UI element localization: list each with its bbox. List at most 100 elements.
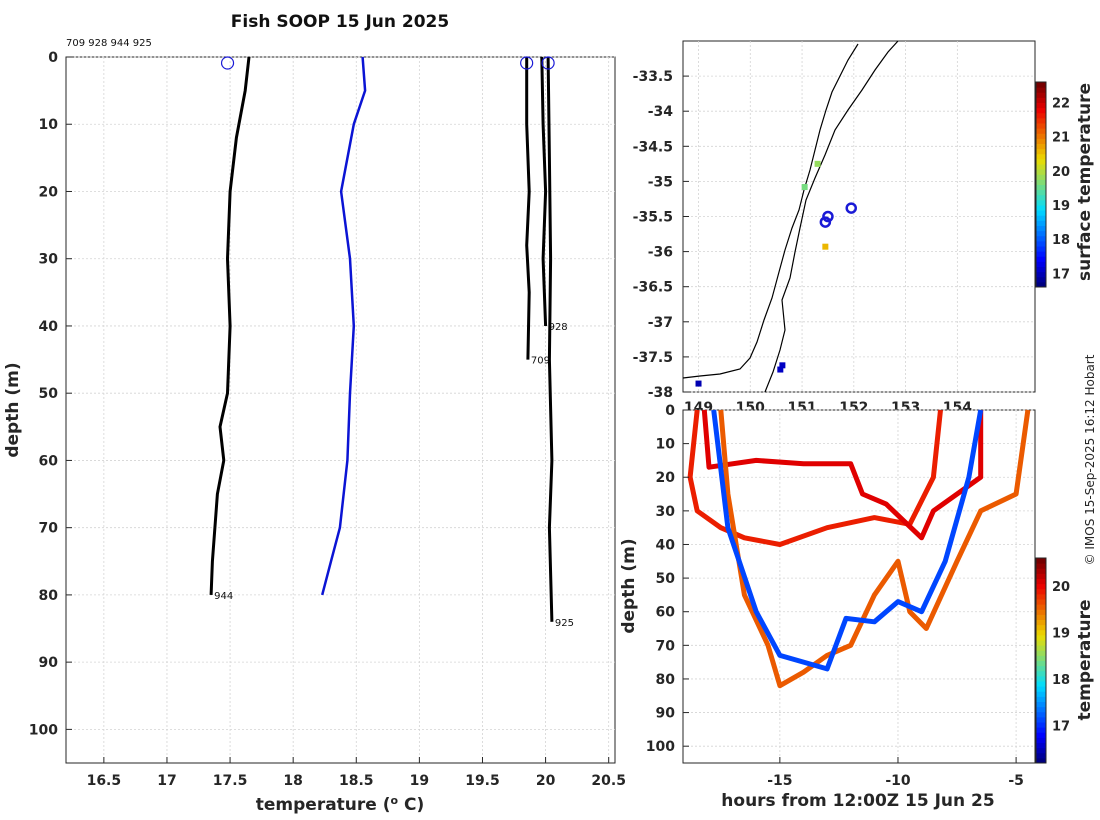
profile-x-tick-label: 20 [536, 773, 556, 789]
profile-line-climatology [320, 56, 367, 596]
depth-time-colorbar-segment [1036, 593, 1046, 600]
map-colorbar-segment [1036, 189, 1046, 196]
depth-time-x-label: hours from 12:00Z 15 Jun 25 [721, 791, 994, 811]
depth-time-colorbar-segment [1036, 558, 1046, 564]
depth-time-y-tick-label: 50 [656, 571, 676, 587]
map-colorbar-tick-label: 21 [1052, 131, 1070, 146]
depth-time-colorbar-segment [1036, 619, 1046, 626]
map-colorbar-segment [1036, 179, 1046, 185]
map-colorbar-segment [1036, 107, 1046, 114]
depth-time-track-d [711, 409, 984, 672]
depth-time-colorbar-segment [1036, 588, 1046, 595]
map-colorbar-segment [1036, 240, 1046, 247]
depth-time-y-tick-label: 20 [656, 470, 676, 486]
map-colorbar-segment [1036, 133, 1046, 139]
depth-time-colorbar-segment [1036, 634, 1046, 641]
map-y-tick-label: -34.5 [633, 139, 673, 155]
map-y-tick-label: -38 [648, 385, 673, 401]
map-y-tick-label: -34 [648, 104, 674, 120]
map-track-point [822, 243, 829, 250]
depth-time-colorbar-segment [1036, 568, 1046, 574]
depth-time-y-tick-label: 100 [646, 739, 675, 755]
depth-time-colorbar-segment [1036, 675, 1046, 682]
map-colorbar-segment [1036, 266, 1046, 273]
depth-time-colorbar-segment [1036, 629, 1046, 636]
depth-time-colorbar-segment [1036, 599, 1046, 605]
profile-x-tick-label: 19.5 [465, 773, 500, 789]
depth-time-colorbar-segment [1036, 573, 1046, 579]
map-colorbar-tick-label: 17 [1052, 267, 1070, 282]
map-track-point [814, 160, 821, 167]
map-colorbar-segment [1036, 220, 1046, 226]
depth-time-colorbar-segment [1036, 686, 1046, 692]
map-colorbar-segment [1036, 256, 1046, 262]
map-colorbar-box [1035, 81, 1047, 288]
map-colorbar-tick-label: 22 [1052, 97, 1070, 112]
credit-text: © IMOS 15-Sep-2025 16:12 Hobart [1083, 354, 1097, 565]
map-colorbar-segment [1036, 194, 1046, 201]
depth-time-y-tick-label: 0 [665, 403, 675, 419]
depth-time-x-tick-label: -5 [1008, 773, 1024, 789]
depth-time-colorbar-box [1035, 557, 1047, 764]
depth-time-colorbar-segment [1036, 609, 1046, 615]
depth-time-y-tick-label: 70 [656, 638, 676, 654]
map-colorbar-label: surface temperature [1075, 83, 1095, 281]
map-colorbar-segment [1036, 251, 1046, 257]
map-colorbar-segment [1036, 123, 1046, 129]
depth-time-colorbar-segment [1036, 722, 1046, 728]
map-colorbar-segment [1036, 246, 1046, 252]
profile-x-tick-label: 16.5 [87, 773, 122, 789]
map-colorbar-segment [1036, 128, 1046, 134]
profile-label-928: 928 [549, 322, 568, 333]
depth-time-colorbar-segment [1036, 737, 1046, 743]
map-track-point [777, 366, 784, 373]
depth-time-colorbar-segment [1036, 716, 1046, 723]
map-colorbar-segment [1036, 184, 1046, 191]
profile-y-tick-label: 40 [39, 319, 59, 335]
map-colorbar-segment [1036, 169, 1046, 175]
depth-time-colorbar-tick-label: 20 [1052, 580, 1070, 595]
map-colorbar-segment [1036, 271, 1046, 278]
coastline [682, 43, 859, 379]
depth-time-y-tick-label: 80 [656, 672, 676, 688]
profile-x-tick-label: 18.5 [339, 773, 374, 789]
depth-time-x-tick-label: -10 [885, 773, 911, 789]
depth-time-colorbar-segment [1036, 645, 1046, 651]
map-colorbar-tick-label: 19 [1052, 199, 1070, 214]
map-colorbar-segment [1036, 230, 1046, 237]
map-y-tick-label: -35 [648, 174, 673, 190]
profile-x-tick-label: 18 [283, 773, 302, 789]
profile-label-709: 709 [531, 356, 550, 367]
map-colorbar-segment [1036, 87, 1046, 93]
map-colorbar-segment [1036, 92, 1046, 98]
depth-time-y-tick-label: 90 [656, 706, 676, 722]
profile-y-tick-label: 0 [48, 50, 58, 66]
depth-time-colorbar-segment [1036, 650, 1046, 656]
map-colorbar-segment [1036, 225, 1046, 232]
map-colorbar-segment [1036, 153, 1046, 160]
depth-time-y-label: depth (m) [619, 538, 639, 633]
depth-time-colorbar-segment [1036, 757, 1046, 764]
profile-y-tick-label: 30 [39, 252, 59, 268]
depth-time-x-tick-label: -15 [767, 773, 792, 789]
depth-time-y-tick-label: 30 [656, 504, 676, 520]
depth-time-colorbar-segment [1036, 747, 1046, 754]
profile-axes-box [65, 56, 616, 764]
profile-y-tick-label: 100 [29, 722, 58, 738]
depth-time-colorbar-segment [1036, 624, 1046, 631]
depth-time-colorbar-segment [1036, 563, 1046, 569]
map-colorbar-segment [1036, 235, 1046, 242]
depth-time-colorbar-tick-label: 19 [1052, 627, 1070, 642]
map-colorbar-tick-label: 18 [1052, 233, 1070, 248]
profile-x-tick-label: 20.5 [591, 773, 626, 789]
map-colorbar-segment [1036, 205, 1046, 211]
map-colorbar-segment [1036, 164, 1046, 170]
map-colorbar-segment [1036, 82, 1046, 88]
map-colorbar-segment [1036, 97, 1046, 103]
map-y-tick-label: -33.5 [633, 69, 673, 85]
depth-time-colorbar-segment [1036, 727, 1046, 733]
map-colorbar-segment [1036, 276, 1046, 283]
profile-panel: 944 709 928 925 16.5 17 17.5 18 18.5 19 19.5 20 20.… [3, 50, 626, 815]
map-colorbar-tick-label: 20 [1052, 165, 1070, 180]
profile-y-tick-label: 20 [39, 184, 59, 200]
